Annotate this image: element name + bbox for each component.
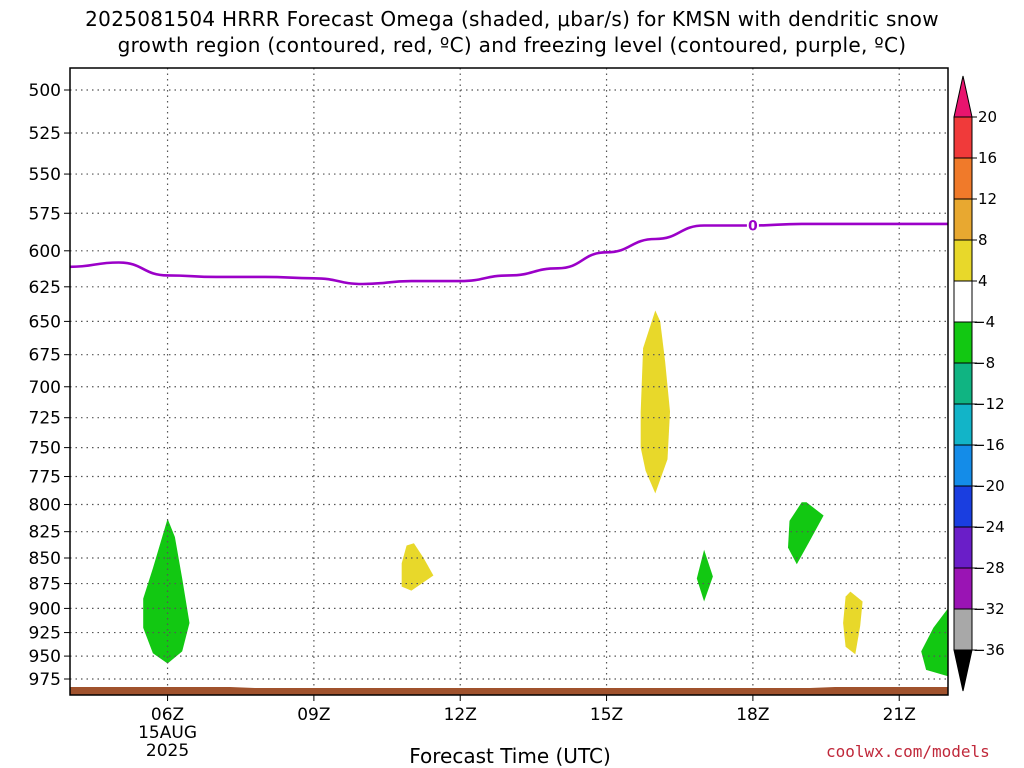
colorbar-box--32-to--36 <box>953 608 973 651</box>
y-tick-label-675: 675 <box>29 346 61 366</box>
omega-region-yellow-11z <box>401 543 434 591</box>
freezing-level-label: 0 <box>748 218 758 234</box>
chart-title-line1: 2025081504 HRRR Forecast Omega (shaded, … <box>85 7 939 31</box>
colorbar-label--12: −12 <box>973 395 1005 413</box>
y-tick-label-575: 575 <box>29 204 61 224</box>
y-tick-label-725: 725 <box>29 409 61 429</box>
colorbar-label-8: 8 <box>978 231 988 249</box>
ground-strip <box>70 687 948 695</box>
plot-area: 500 525 550 575 600 625 650 675 700 725 750 775 800 8… <box>29 67 949 761</box>
colorbar-bottom-arrow <box>953 649 973 692</box>
y-tick-label-550: 550 <box>29 165 61 185</box>
y-tick-label-525: 525 <box>29 124 61 144</box>
x-tick-date-label: 15AUG <box>138 723 197 743</box>
omega-region-yellow-16z <box>640 310 670 494</box>
y-tick-label-800: 800 <box>29 496 61 516</box>
colorbar-label-12: 12 <box>978 190 997 208</box>
x-tick-label-15Z: 15Z <box>590 705 623 725</box>
colorbar-box--8-to--12 <box>953 362 973 405</box>
freezing-level-label-bg <box>746 217 759 234</box>
x-tick-label-21Z: 21Z <box>883 705 916 725</box>
y-tick-label-900: 900 <box>29 599 61 619</box>
colorbar-box-20-to-16 <box>953 116 973 159</box>
y-tick-label-975: 975 <box>29 670 61 690</box>
colorbar-box--24-to--28 <box>953 526 973 569</box>
omega-region-green-06z <box>143 518 190 664</box>
y-tick-label-825: 825 <box>29 523 61 543</box>
colorbar-box-8-to-4 <box>953 239 973 282</box>
omega-region-green-17z <box>696 549 713 602</box>
colorbar-box-4-to--4 <box>953 280 973 323</box>
colorbar-box--20-to--24 <box>953 485 973 528</box>
colorbar-label--32: −32 <box>973 600 1005 618</box>
x-tick-year-label: 2025 <box>146 741 189 761</box>
y-tick-label-875: 875 <box>29 575 61 595</box>
colorbar-label--4: −4 <box>973 313 995 331</box>
y-tick-label-950: 950 <box>29 647 61 667</box>
y-tick-label-850: 850 <box>29 549 61 569</box>
colorbar-label--8: −8 <box>973 354 995 372</box>
colorbar-top-arrow <box>953 75 973 118</box>
colorbar-label-4: 4 <box>978 272 988 290</box>
chart-title: 2025081504 HRRR Forecast Omega (shaded, … <box>0 6 1024 58</box>
y-tick-label-775: 775 <box>29 468 61 488</box>
y-tick-label-650: 650 <box>29 312 61 332</box>
colorbar-box-12-to-8 <box>953 198 973 241</box>
omega-region-yellow-20z <box>843 591 863 655</box>
x-tick-label-12Z: 12Z <box>444 705 477 725</box>
x-tick-label-18Z: 18Z <box>736 705 769 725</box>
y-tick-label-925: 925 <box>29 624 61 644</box>
colorbar-label--28: −28 <box>973 559 1005 577</box>
colorbar-box-16-to-12 <box>953 157 973 200</box>
freezing-level-line <box>69 222 948 286</box>
x-tick-label-06Z: 06Z <box>151 705 184 725</box>
colorbar-box--12-to--16 <box>953 403 973 446</box>
colorbar-label--36: −36 <box>973 641 1005 659</box>
plot-frame <box>69 67 949 696</box>
colorbar-label--20: −20 <box>973 477 1005 495</box>
colorbar-label--24: −24 <box>973 518 1005 536</box>
y-tick-label-500: 500 <box>29 81 61 101</box>
omega-region-green-22z <box>921 608 948 677</box>
colorbar-label-20: 20 <box>978 108 997 126</box>
colorbar-box--4-to--8 <box>953 321 973 364</box>
omega-region-green-19z <box>788 502 824 565</box>
colorbar-label-16: 16 <box>978 149 997 167</box>
colorbar-label--16: −16 <box>973 436 1005 454</box>
colorbar-box--16-to--20 <box>953 444 973 487</box>
x-tick-label-09Z: 09Z <box>297 705 330 725</box>
chart-title-line2: growth region (contoured, red, ºC) and f… <box>117 33 907 57</box>
y-tick-label-700: 700 <box>29 378 61 398</box>
y-tick-label-625: 625 <box>29 278 61 298</box>
colorbar-box--28-to--32 <box>953 567 973 610</box>
y-tick-label-750: 750 <box>29 439 61 459</box>
credit-link[interactable]: coolwx.com/models <box>826 742 990 761</box>
omega-colorbar: 20 16 12 8 4 −4 −8 −12 −16 −20 −24 −28 −32 −36 <box>953 75 1005 692</box>
x-axis-label: Forecast Time (UTC) <box>409 744 611 768</box>
y-tick-label-600: 600 <box>29 242 61 262</box>
